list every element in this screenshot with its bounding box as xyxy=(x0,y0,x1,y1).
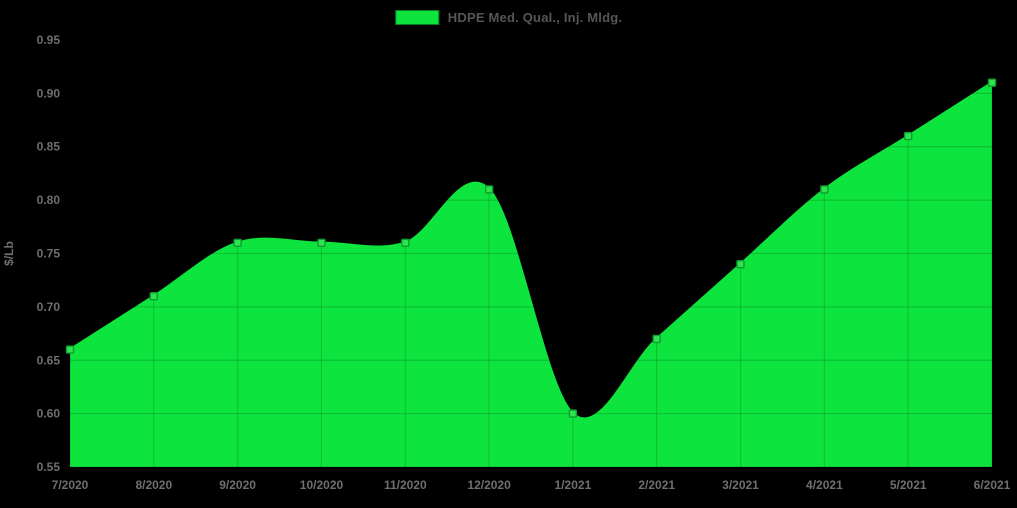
x-tick-label: 4/2021 xyxy=(806,478,843,492)
y-tick-label: 0.60 xyxy=(37,407,61,421)
data-point-marker[interactable] xyxy=(987,78,997,87)
x-tick-label: 5/2021 xyxy=(890,478,927,492)
y-tick-label: 0.95 xyxy=(37,33,61,47)
data-point-marker[interactable] xyxy=(65,345,75,354)
x-tick-label: 8/2020 xyxy=(135,478,172,492)
data-point-marker[interactable] xyxy=(736,260,745,269)
x-tick-label: 9/2020 xyxy=(219,478,256,492)
legend[interactable]: HDPE Med. Qual., Inj. Mldg. xyxy=(394,10,623,25)
x-tick-label: 2/2021 xyxy=(638,478,675,492)
y-axis-title: $/Lb xyxy=(2,241,16,266)
x-tick-label: 11/2020 xyxy=(384,478,427,492)
data-point-marker[interactable] xyxy=(904,131,913,141)
data-point-marker[interactable] xyxy=(652,334,661,344)
y-tick-label: 0.90 xyxy=(37,86,61,100)
data-point-marker[interactable] xyxy=(568,409,578,418)
area-fill xyxy=(70,82,992,467)
legend-swatch-icon xyxy=(394,10,439,25)
legend-series-label: HDPE Med. Qual., Inj. Mldg. xyxy=(447,10,623,25)
y-tick-label: 0.70 xyxy=(37,300,61,314)
x-tick-label: 1/2021 xyxy=(555,478,592,492)
x-tick-label: 7/2020 xyxy=(52,478,89,492)
y-tick-label: 0.65 xyxy=(37,353,61,367)
data-point-marker[interactable] xyxy=(149,292,159,301)
data-point-marker[interactable] xyxy=(317,238,326,248)
x-tick-label: 10/2020 xyxy=(300,478,344,492)
x-tick-label: 12/2020 xyxy=(467,478,511,492)
x-tick-label: 6/2021 xyxy=(974,478,1011,492)
y-tick-label: 0.55 xyxy=(37,460,61,474)
y-tick-label: 0.85 xyxy=(37,140,61,154)
x-tick-label: 3/2021 xyxy=(722,478,759,492)
y-tick-label: 0.75 xyxy=(37,247,61,261)
data-point-marker[interactable] xyxy=(484,185,494,194)
y-tick-label: 0.80 xyxy=(37,193,61,207)
data-point-marker[interactable] xyxy=(820,185,829,194)
data-point-marker[interactable] xyxy=(233,238,242,248)
data-point-marker[interactable] xyxy=(401,238,410,248)
